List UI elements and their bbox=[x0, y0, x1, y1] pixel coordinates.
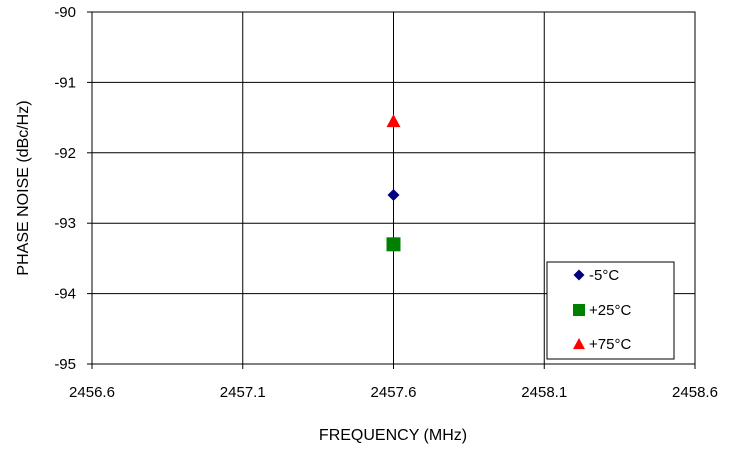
data-point-triangle bbox=[386, 114, 401, 128]
x-tick-label: 2457.1 bbox=[220, 384, 266, 401]
y-tick-label: -94 bbox=[54, 286, 76, 303]
legend-triangle-icon bbox=[573, 338, 585, 350]
y-tick-label: -92 bbox=[54, 145, 76, 162]
legend-diamond-icon bbox=[573, 269, 585, 281]
legend-label: +75°C bbox=[589, 336, 631, 353]
y-axis-tick-labels: -90 -91 -92 -93 -94 -95 bbox=[54, 4, 76, 373]
data-point-square bbox=[386, 237, 401, 252]
x-tick-label: 2457.6 bbox=[371, 384, 417, 401]
x-tick-label: 2458.6 bbox=[672, 384, 718, 401]
x-tick-label: 2456.6 bbox=[69, 384, 115, 401]
legend: -5°C +25°C +75°C bbox=[546, 261, 675, 360]
legend-items: -5°C +25°C +75°C bbox=[573, 267, 631, 353]
y-tick-label: -95 bbox=[54, 356, 76, 373]
y-tick-label: -93 bbox=[54, 215, 76, 232]
y-tick-label: -90 bbox=[54, 4, 76, 21]
legend-square-icon bbox=[573, 304, 585, 316]
x-axis-tick-labels: 2456.6 2457.1 2457.6 2458.1 2458.6 bbox=[69, 384, 718, 401]
legend-label: +25°C bbox=[589, 302, 631, 319]
data-point-diamond bbox=[387, 189, 400, 202]
plot-area-border bbox=[91, 11, 696, 365]
legend-box bbox=[546, 261, 675, 360]
x-tick-label: 2458.1 bbox=[521, 384, 567, 401]
x-axis-title: FREQUENCY (MHz) bbox=[319, 427, 467, 444]
y-tick-label: -91 bbox=[54, 74, 76, 91]
y-axis-title: PHASE NOISE (dBc/Hz) bbox=[15, 100, 32, 275]
data-points bbox=[386, 114, 401, 252]
legend-label: -5°C bbox=[589, 267, 619, 284]
